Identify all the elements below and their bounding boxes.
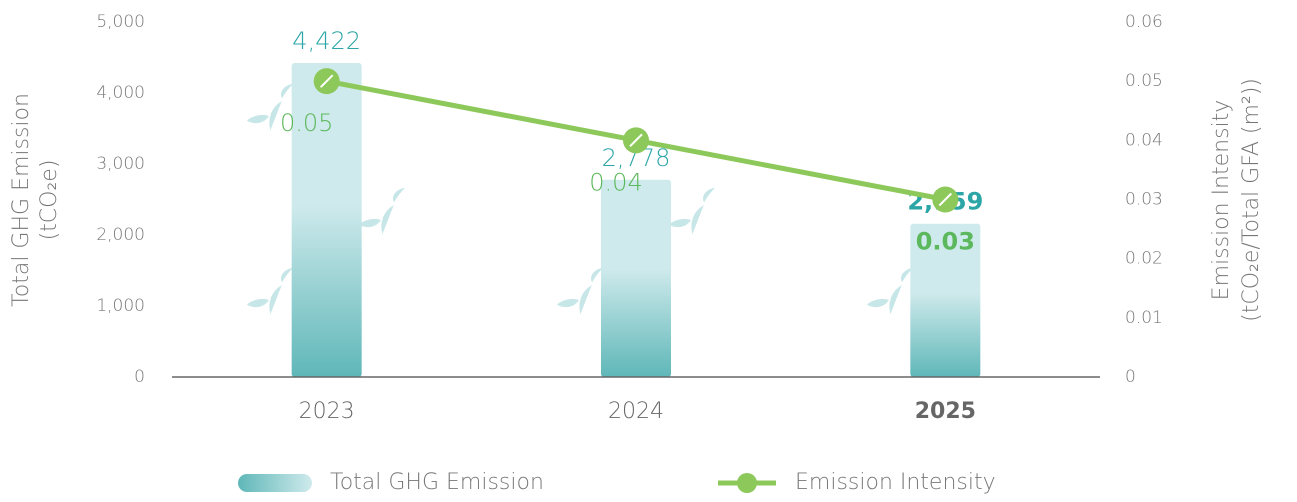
y-tick-label: 1,000 (96, 296, 145, 316)
line-value-label: 0.03 (916, 228, 975, 256)
y-tick-label: 4,000 (96, 83, 145, 103)
y2-tick-label: 0.04 (1125, 130, 1163, 150)
y2-tick-label: 0.03 (1125, 190, 1163, 210)
x-tick-label: 2025 (915, 399, 976, 424)
legend-label: Total GHG Emission (330, 470, 544, 495)
y-tick-label: 0 (134, 367, 145, 387)
legend-marker (737, 473, 757, 493)
line-value-label: 0.04 (589, 168, 642, 196)
y2-tick-label: 0 (1125, 367, 1136, 387)
y-axis-title: (tCO₂e) (37, 160, 62, 241)
x-tick-label: 2024 (608, 399, 664, 424)
bar (910, 223, 981, 377)
y-axis-title: Total GHG Emission (9, 93, 34, 307)
y-tick-label: 3,000 (96, 154, 145, 174)
legend-swatch (238, 474, 312, 492)
y2-tick-label: 0.01 (1125, 308, 1163, 328)
line-value-label: 0.05 (280, 109, 333, 137)
bar (291, 63, 362, 378)
bar (601, 179, 671, 377)
y2-tick-label: 0.05 (1125, 71, 1163, 91)
marker-vein (629, 133, 643, 148)
y-tick-label: 5,000 (96, 12, 145, 32)
y2-axis-title: (tCO₂e/Total GFA (m²)) (1239, 78, 1264, 322)
y2-tick-label: 0.02 (1125, 249, 1163, 269)
y-tick-label: 2,000 (96, 225, 145, 245)
legend-label: Emission Intensity (795, 470, 996, 495)
bar-value-label: 4,422 (292, 27, 361, 55)
y2-tick-label: 0.06 (1125, 12, 1163, 32)
marker-vein (938, 192, 953, 207)
y2-axis-title: Emission Intensity (1209, 100, 1234, 301)
marker-vein (319, 74, 334, 88)
x-tick-label: 2023 (299, 399, 355, 424)
